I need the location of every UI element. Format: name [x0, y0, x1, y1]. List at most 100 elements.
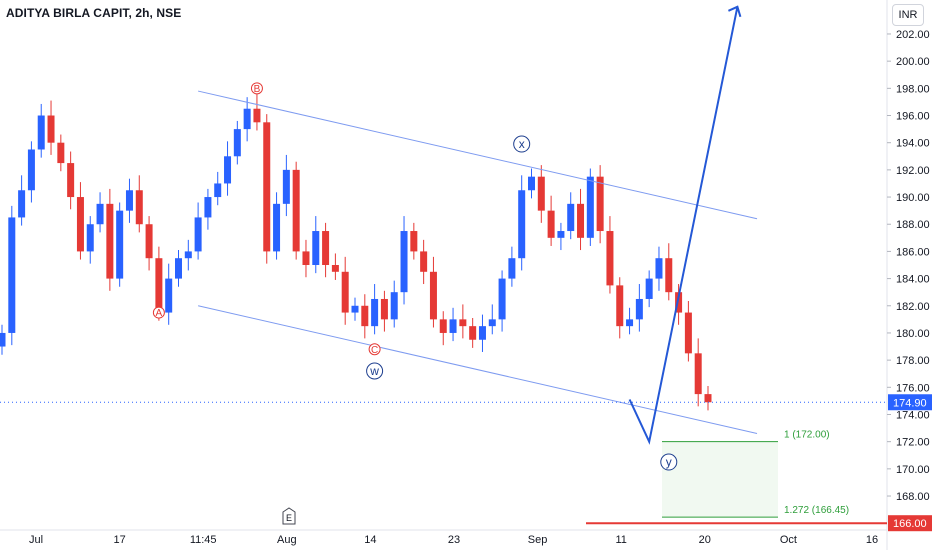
candle-body — [27, 149, 35, 191]
x-tick-label: Oct — [780, 534, 797, 546]
candle-body — [302, 251, 310, 265]
candle-body — [459, 319, 467, 327]
last-price-label: 174.90 — [893, 397, 927, 409]
candle-body — [243, 108, 251, 130]
y-tick-label: 186.00 — [896, 246, 930, 258]
candles — [0, 93, 712, 411]
candle-body — [429, 271, 437, 320]
candle-body — [76, 197, 84, 252]
candle-body — [400, 231, 408, 293]
wave-label-circle — [513, 135, 531, 153]
wave-label-circle — [660, 453, 678, 471]
candle-body — [67, 163, 75, 198]
candle-body — [665, 258, 673, 293]
candle-body — [606, 231, 614, 286]
wave-label-c: C — [371, 345, 378, 356]
wave-label-y: y — [666, 455, 672, 469]
projection-path — [628, 5, 742, 445]
candle-body — [145, 224, 153, 259]
candle-body — [557, 231, 565, 238]
candle-body — [528, 176, 535, 191]
candle-body — [567, 203, 575, 232]
candle-body — [547, 210, 555, 238]
y-tick-label: 176.00 — [896, 382, 930, 394]
currency-button[interactable]: INR — [892, 4, 924, 26]
candle-body — [214, 183, 222, 198]
candle-body — [96, 203, 104, 225]
candle-body — [194, 217, 202, 252]
candle-body — [478, 326, 486, 340]
y-tick-label: 168.00 — [896, 491, 930, 503]
y-tick-label: 174.00 — [896, 409, 930, 421]
candle-body — [86, 224, 94, 252]
candle-body — [8, 217, 16, 333]
y-tick-label: 182.00 — [896, 301, 930, 313]
candle-body — [165, 278, 173, 313]
x-tick-label: 16 — [866, 534, 878, 546]
channel-upper-line — [197, 90, 758, 220]
event-marker: E — [282, 507, 296, 525]
candle-body — [233, 129, 241, 157]
candle-body — [282, 169, 290, 204]
candle-body — [645, 278, 653, 299]
last-price-badge — [888, 394, 932, 411]
grid — [0, 0, 888, 550]
candle-body — [0, 332, 6, 347]
x-tick-label: Sep — [528, 534, 548, 546]
x-tick-label: 14 — [364, 534, 376, 546]
wave-label-circle — [250, 82, 263, 95]
axes: 168.00 170.00 172.00 174.00 176.00 178.00 180.… — [0, 29, 932, 546]
y-tick-label: 172.00 — [896, 437, 930, 449]
candle-body — [273, 203, 281, 252]
candle-body — [37, 115, 45, 150]
y-tick-label: 198.00 — [896, 83, 930, 95]
candle-body — [341, 271, 349, 313]
projection-arrowhead — [728, 5, 742, 18]
candle-body — [675, 292, 683, 313]
support-label: 166.00 — [893, 518, 927, 530]
candle-body — [537, 176, 545, 211]
support-badge — [888, 515, 932, 532]
event-marker-label: E — [286, 513, 292, 523]
wave-label-b: B — [254, 84, 261, 95]
wave-label-circle — [368, 343, 381, 356]
candle-body — [263, 122, 271, 252]
candle-body — [508, 258, 516, 279]
candle-body — [184, 251, 192, 259]
candle-body — [18, 190, 26, 218]
candle-body — [410, 231, 418, 252]
candle-body — [684, 312, 692, 354]
candle-body — [577, 203, 585, 238]
channel-lower-line — [197, 305, 758, 435]
candle-body — [106, 203, 114, 279]
candle-body — [351, 305, 359, 313]
wave-label-circle — [366, 362, 384, 380]
x-tick-label: Jul — [29, 534, 43, 546]
candle-body — [596, 176, 604, 232]
wave-label-circle — [152, 306, 165, 319]
candle-body — [175, 258, 182, 279]
trend-channel — [197, 90, 758, 435]
candle-body — [655, 258, 663, 279]
y-tick-label: 192.00 — [896, 165, 930, 177]
candle-body — [57, 142, 65, 164]
y-tick-label: 200.00 — [896, 56, 930, 68]
candle-body — [312, 231, 320, 265]
wave-labels: A B Cw x y — [152, 82, 678, 471]
x-tick-label: 11:45 — [190, 534, 217, 546]
fibonacci-zone: 1 (172.00) 1.272 (166.45) — [662, 430, 849, 518]
candle-body — [253, 108, 261, 123]
x-tick-label: 23 — [448, 534, 460, 546]
x-tick-label: Aug — [277, 534, 297, 546]
candle-body — [125, 190, 133, 211]
candle-body — [704, 394, 712, 403]
candle-body — [449, 319, 457, 333]
candle-body — [439, 319, 447, 333]
fib-zone-fill — [662, 441, 778, 518]
fib-label: 1.272 (166.45) — [784, 505, 849, 516]
candle-body — [292, 169, 300, 252]
wave-label-w: w — [369, 364, 379, 378]
candle-body — [586, 176, 594, 238]
candle-body — [204, 197, 212, 218]
